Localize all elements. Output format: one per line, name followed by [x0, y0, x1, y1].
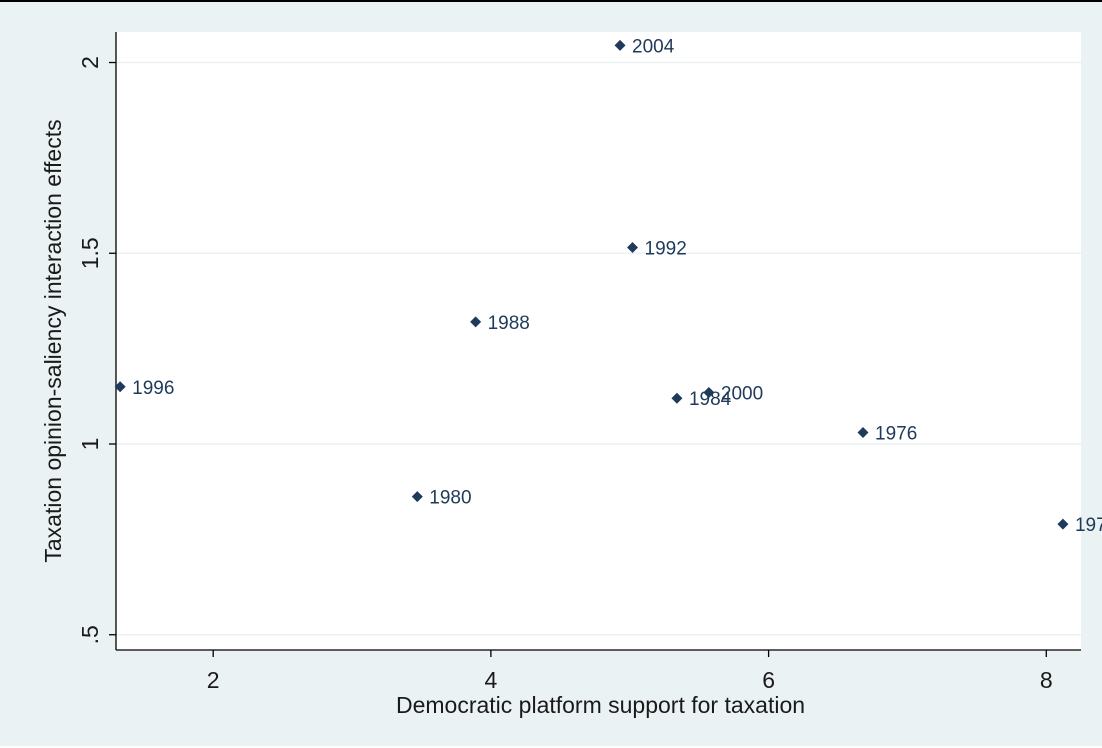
data-point-marker — [114, 381, 126, 393]
plot-area — [116, 32, 1081, 650]
data-point-label: 1988 — [488, 313, 530, 334]
data-point-marker — [857, 427, 869, 439]
data-point-label: 2004 — [632, 36, 675, 57]
grid-lines — [116, 61, 1081, 636]
x-tick-label: 2 — [207, 667, 220, 693]
data-point-label: 1972 — [1075, 515, 1102, 536]
y-axis-title: Taxation opinion-saliency interaction ef… — [40, 119, 66, 562]
data-point-marker — [470, 316, 482, 328]
data-point-marker — [703, 387, 715, 398]
y-tick-label: .5 — [77, 625, 103, 644]
axis-ticks: 2 4 6 8 .5 1 1.5 2 — [77, 56, 1053, 693]
data-point-marker — [411, 491, 423, 503]
data-point-marker — [614, 39, 626, 51]
x-tick-label: 8 — [1040, 667, 1053, 693]
data-point-label: 1976 — [875, 424, 917, 445]
x-tick-label: 4 — [484, 667, 497, 693]
x-tick-label: 6 — [762, 667, 775, 693]
y-tick-label: 2 — [77, 56, 103, 69]
data-point-label: 1980 — [429, 488, 471, 509]
data-point-marker — [1057, 518, 1069, 530]
data-point-label: 1996 — [132, 378, 174, 399]
data-point-label: 1992 — [645, 239, 687, 260]
data-point-label: 1984 — [689, 389, 732, 410]
data-point-marker — [671, 392, 683, 404]
x-axis-title: Democratic platform support for taxation — [396, 692, 805, 718]
y-tick-label: 1 — [77, 438, 103, 451]
data-point-label: 2000 — [721, 384, 763, 405]
y-tick-label: 1.5 — [77, 237, 103, 269]
data-point-marker — [627, 242, 639, 254]
